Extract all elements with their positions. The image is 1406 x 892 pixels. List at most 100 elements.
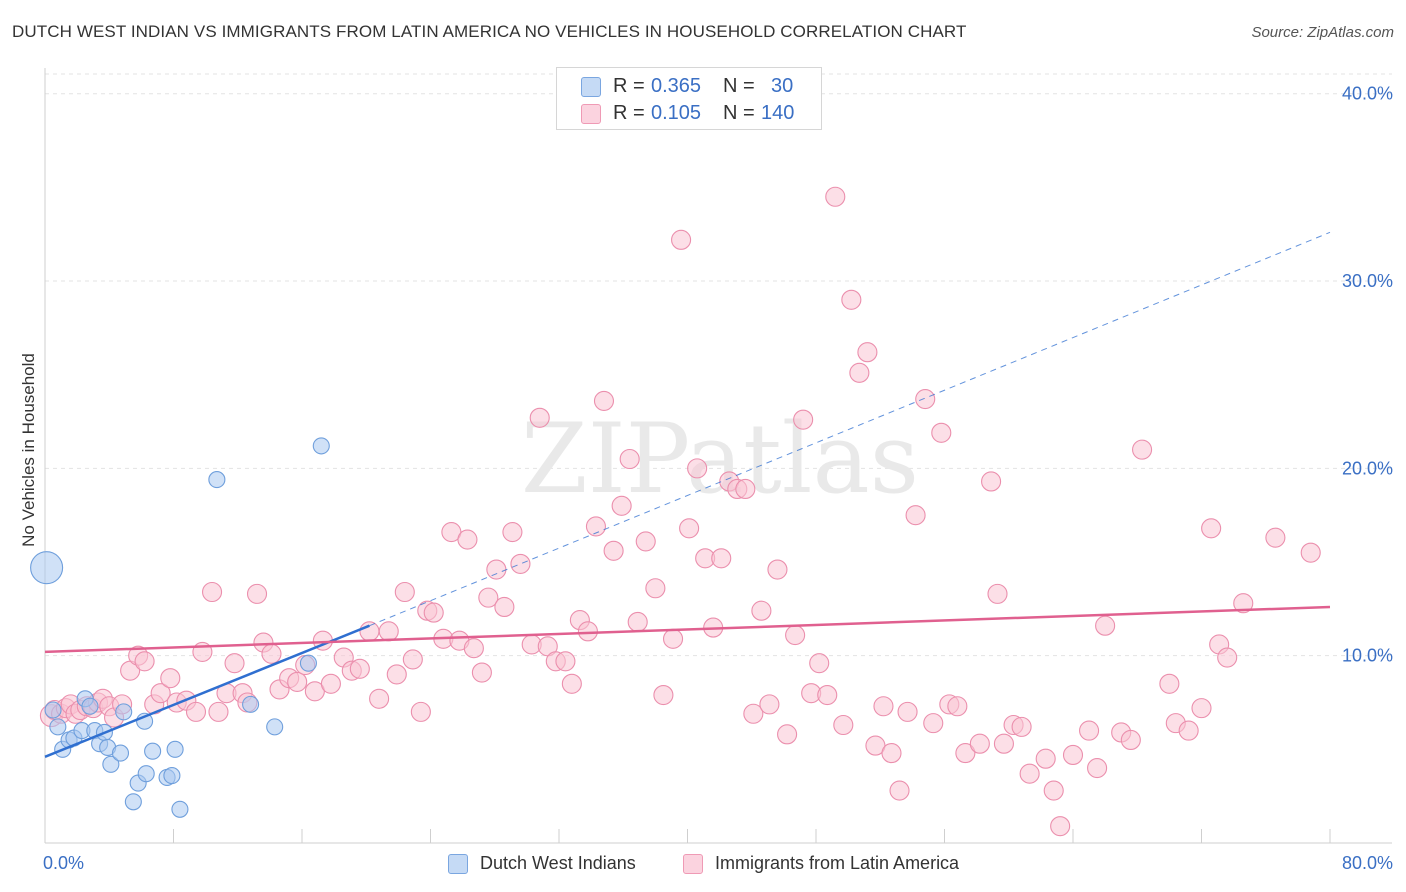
point-dutch-west-indian	[137, 765, 155, 783]
point-latin-america	[1050, 816, 1071, 837]
point-latin-america	[1178, 720, 1199, 741]
point-latin-america	[150, 683, 171, 704]
trend-lines	[44, 231, 1331, 758]
point-latin-america	[931, 422, 952, 443]
point-latin-america	[777, 724, 798, 745]
stats-n-label: N =	[723, 102, 755, 124]
point-latin-america	[679, 518, 700, 539]
stats-swatch-dutch	[581, 77, 601, 97]
point-dutch-west-indian	[171, 800, 189, 818]
point-dutch-west-indian	[49, 718, 67, 736]
point-latin-america	[1043, 780, 1064, 801]
point-latin-america	[653, 684, 674, 706]
point-latin-america	[378, 621, 399, 642]
trend-line-dutch-extension	[369, 231, 1331, 627]
grid-lines	[45, 73, 1392, 657]
stats-r-label: R =	[613, 75, 645, 97]
point-latin-america	[369, 688, 390, 709]
point-dutch-west-indian	[30, 551, 64, 585]
point-latin-america	[881, 743, 902, 764]
point-dutch-west-indian	[266, 718, 284, 736]
point-latin-america	[841, 289, 862, 310]
point-latin-america	[1062, 744, 1084, 766]
point-latin-america	[261, 643, 282, 664]
point-latin-america	[471, 662, 492, 683]
point-latin-america	[1019, 763, 1040, 784]
point-latin-america	[987, 583, 1008, 604]
tick-labels: 10.0% 20.0% 30.0% 40.0% 0.0% 80.0%	[43, 84, 1393, 873]
stats-swatch-latin	[581, 104, 601, 124]
point-latin-america	[905, 505, 926, 526]
point-latin-america	[793, 409, 814, 430]
point-latin-america	[759, 694, 780, 715]
point-latin-america	[402, 649, 423, 670]
point-latin-america	[947, 696, 968, 717]
point-latin-america	[981, 471, 1002, 492]
point-latin-america	[817, 684, 838, 706]
point-latin-america	[349, 658, 370, 679]
point-latin-america	[671, 229, 692, 250]
point-latin-america	[1191, 698, 1212, 719]
point-latin-america	[160, 668, 181, 689]
point-latin-america	[735, 478, 756, 500]
point-latin-america	[955, 743, 976, 764]
y-tick-label: 40.0%	[1342, 84, 1393, 104]
point-latin-america	[849, 362, 870, 383]
point-latin-america	[645, 578, 666, 599]
point-latin-america	[134, 651, 155, 672]
stats-r-value: 0.365	[651, 75, 702, 97]
trend-line-latin	[44, 605, 1331, 654]
point-latin-america	[593, 390, 615, 411]
y-tick-label: 10.0%	[1342, 646, 1393, 666]
point-latin-america	[208, 701, 229, 722]
point-dutch-west-indian	[44, 701, 62, 719]
point-dutch-west-indian	[81, 697, 99, 715]
chart-title: DUTCH WEST INDIAN VS IMMIGRANTS FROM LAT…	[12, 22, 967, 41]
point-latin-america	[923, 713, 944, 734]
point-latin-america	[555, 651, 576, 672]
y-axis-label-wrap: No Vehicles in Household	[14, 200, 44, 700]
point-latin-america	[969, 733, 990, 754]
point-latin-america	[1201, 518, 1222, 539]
legend-swatch-latin	[683, 854, 703, 874]
point-latin-america	[185, 701, 207, 722]
point-latin-america	[1035, 748, 1056, 769]
point-latin-america	[1095, 615, 1116, 636]
point-latin-america	[577, 621, 598, 642]
point-latin-america	[833, 714, 854, 736]
point-latin-america	[529, 407, 550, 428]
source-label: Source: ZipAtlas.com	[1251, 24, 1394, 41]
x-tick-label: 80.0%	[1342, 853, 1393, 873]
stats-n-label: N =	[723, 75, 755, 97]
y-axis-label: No Vehicles in Household	[19, 353, 39, 547]
legend-label-latin: Immigrants from Latin America	[715, 853, 960, 873]
point-latin-america	[1300, 542, 1321, 563]
point-latin-america	[457, 529, 478, 550]
data-points	[30, 186, 1321, 837]
point-latin-america	[386, 664, 407, 685]
point-latin-america	[394, 581, 415, 603]
point-latin-america	[751, 600, 772, 621]
point-latin-america	[510, 553, 531, 574]
point-latin-america	[585, 516, 606, 537]
point-latin-america	[897, 701, 918, 722]
point-latin-america	[1217, 647, 1238, 668]
stats-box: R = 0.365 N = 30 R = 0.105 N = 140	[556, 67, 822, 130]
point-dutch-west-indian	[312, 437, 330, 455]
point-latin-america	[202, 581, 223, 603]
point-latin-america	[993, 733, 1014, 754]
point-dutch-west-indian	[102, 755, 120, 773]
point-latin-america	[410, 701, 431, 722]
point-latin-america	[486, 559, 507, 580]
stats-n-value: 30	[771, 75, 794, 97]
point-dutch-west-indian	[111, 744, 130, 762]
point-latin-america	[246, 583, 268, 604]
point-latin-america	[1265, 527, 1286, 548]
point-latin-america	[1087, 758, 1108, 779]
trend-line-dutch	[44, 624, 370, 758]
point-latin-america	[873, 696, 894, 717]
y-tick-label: 30.0%	[1342, 271, 1393, 291]
point-latin-america	[743, 703, 764, 724]
point-dutch-west-indian	[208, 471, 226, 489]
